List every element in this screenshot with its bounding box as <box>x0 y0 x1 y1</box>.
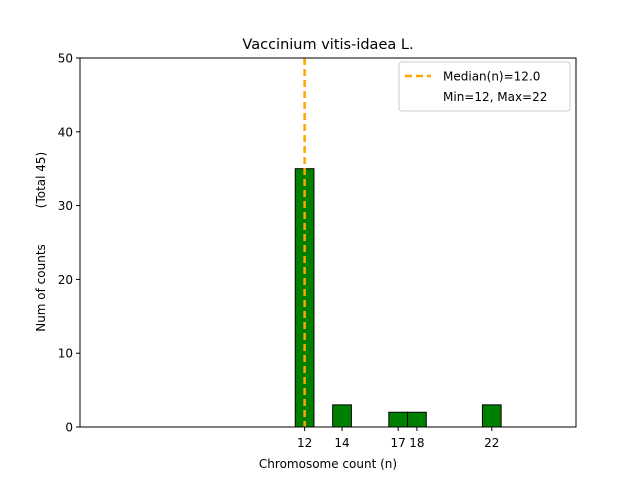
y-tick-label: 50 <box>58 52 73 66</box>
y-tick-label: 0 <box>65 421 73 435</box>
y-axis-ticks: 0 10 20 30 40 50 <box>58 52 80 435</box>
x-tick-label: 17 <box>391 436 406 450</box>
plot-frame <box>79 57 577 428</box>
y-tick-label: 40 <box>58 125 73 139</box>
x-tick-label: 14 <box>334 436 349 450</box>
legend-median-label: Median(n)=12.0 <box>443 70 540 84</box>
y-tick-label: 20 <box>58 273 73 287</box>
legend-range-label: Min=12, Max=22 <box>443 90 547 104</box>
bar-14 <box>332 404 352 428</box>
bars-group <box>80 168 560 428</box>
y-tick-label: 30 <box>58 199 73 213</box>
bar-22 <box>481 404 502 428</box>
y-axis-total-label: (Total 45) <box>34 152 48 208</box>
y-axis-label: Num of counts <box>34 244 48 332</box>
legend: Median(n)=12.0 Min=12, Max=22 <box>398 61 571 112</box>
chart-title: Vaccinium vitis-idaea L. <box>242 37 413 53</box>
x-tick-label: 22 <box>484 436 499 450</box>
x-axis-ticks: 12 14 17 18 22 <box>297 427 499 450</box>
legend-box <box>398 61 571 112</box>
x-tick-label: 18 <box>409 436 424 450</box>
x-axis-label: Chromosome count (n) <box>259 457 397 471</box>
bar-17 <box>388 411 409 428</box>
y-tick-label: 10 <box>58 347 73 361</box>
x-tick-label: 12 <box>297 436 312 450</box>
bar-18 <box>407 411 427 428</box>
